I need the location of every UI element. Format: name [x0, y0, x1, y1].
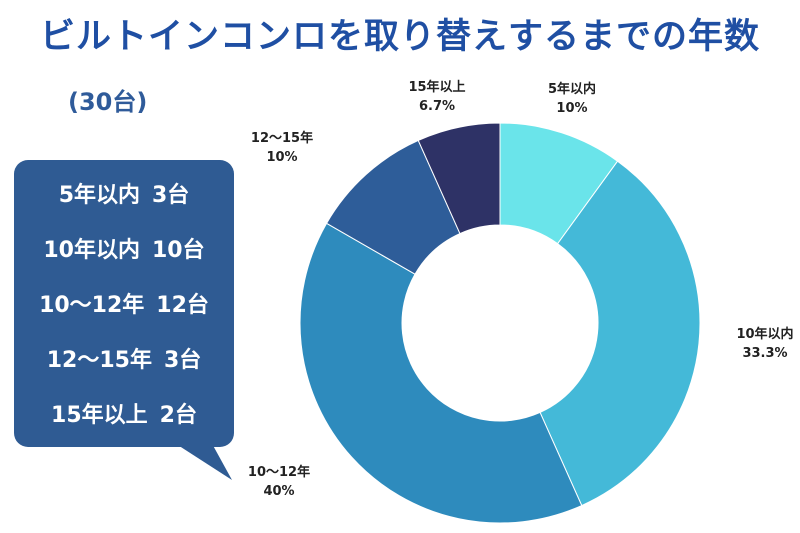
legend-item-count: 3台 [163, 348, 202, 373]
legend-bubble-tail [170, 440, 232, 480]
slice-label: 5年以内 10% [548, 80, 596, 118]
slice-label-category: 10年以内 [736, 327, 794, 342]
legend-list: 5年以内 3台 10年以内 10台 10〜12年 12台 12〜15年 3台 15年以上… [14, 168, 234, 443]
donut-slice [539, 160, 701, 507]
legend-item-count: 3台 [152, 183, 190, 208]
legend-bubble [14, 160, 234, 447]
slice-label: 10〜12年 40% [248, 463, 310, 501]
slice-label-category: 15年以上 [408, 80, 466, 95]
legend-item-label: 10〜12年 [39, 293, 145, 318]
slice-label-category: 12〜15年 [250, 131, 314, 146]
slice-label-value: 10% [266, 150, 298, 165]
legend-item-label: 12〜15年 [46, 348, 152, 373]
legend-item-label: 10年以内 [43, 238, 140, 263]
legend-item-count: 10台 [152, 238, 205, 263]
legend-item: 15年以上 2台 [14, 388, 234, 443]
chart-subtitle: (30台) [68, 88, 148, 116]
legend-item: 10年以内 10台 [14, 223, 234, 278]
slice-label: 15年以上 6.7% [408, 78, 465, 116]
donut-slice [299, 222, 583, 524]
legend-item-count: 12台 [156, 293, 209, 318]
slice-label-value: 40% [263, 484, 295, 499]
donut-slice [417, 122, 501, 235]
slice-label: 12〜15年 10% [251, 129, 313, 167]
legend-item: 5年以内 3台 [14, 168, 234, 223]
legend-item-label: 15年以上 [51, 403, 148, 428]
slice-label-value: 33.3% [742, 346, 788, 361]
slice-label-value: 6.7% [418, 99, 456, 114]
chart-title: ビルトインコンロを取り替えするまでの年数 [39, 17, 760, 57]
legend-item-label: 5年以内 [58, 183, 140, 208]
slice-label-value: 10% [556, 101, 588, 116]
legend-item: 10〜12年 12台 [14, 278, 234, 333]
slice-label-category: 5年以内 [547, 82, 597, 97]
slice-label: 10年以内 33.3% [736, 325, 793, 363]
legend-item-count: 2台 [159, 403, 197, 428]
slice-label-category: 10〜12年 [247, 465, 311, 480]
legend-item: 12〜15年 3台 [14, 333, 234, 388]
